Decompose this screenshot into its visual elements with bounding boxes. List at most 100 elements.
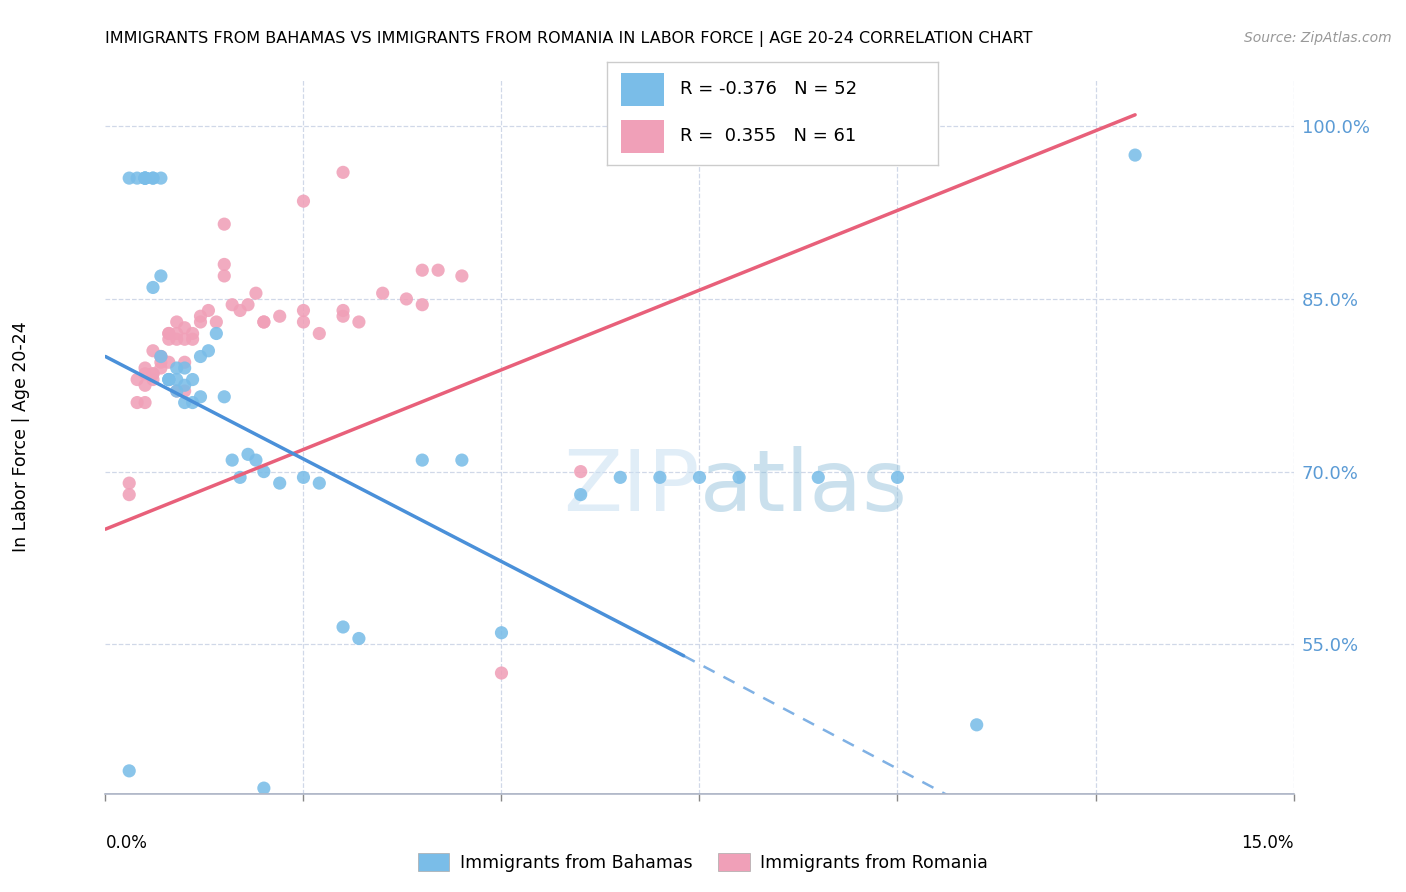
Point	[269, 310, 291, 324]
Point	[190, 310, 212, 324]
Point	[807, 470, 830, 484]
Point	[134, 171, 156, 186]
Point	[134, 361, 156, 376]
Point	[332, 303, 354, 318]
Point	[190, 390, 212, 404]
Point	[292, 303, 315, 318]
Point	[149, 268, 172, 283]
Point	[166, 372, 188, 386]
Point	[166, 332, 188, 346]
Point	[173, 332, 195, 346]
Point	[134, 378, 156, 392]
Point	[127, 171, 149, 186]
Point	[118, 764, 141, 778]
Point	[886, 470, 908, 484]
Point	[253, 315, 276, 329]
Point	[134, 171, 156, 186]
Point	[269, 476, 291, 491]
Point	[214, 268, 236, 283]
Point	[245, 453, 267, 467]
Point	[245, 286, 267, 301]
Point	[214, 390, 236, 404]
Text: R =  0.355   N = 61: R = 0.355 N = 61	[681, 128, 856, 145]
Point	[371, 286, 394, 301]
Point	[166, 315, 188, 329]
Point	[253, 781, 276, 796]
Point	[689, 470, 711, 484]
Point	[166, 361, 188, 376]
Point	[427, 263, 450, 277]
Point	[569, 488, 592, 502]
Point	[149, 355, 172, 369]
Point	[491, 625, 513, 640]
Point	[118, 476, 141, 491]
Point	[253, 465, 276, 479]
Point	[166, 384, 188, 398]
Point	[181, 326, 204, 341]
Point	[197, 343, 219, 358]
Point	[190, 350, 212, 364]
Point	[157, 326, 180, 341]
Point	[118, 488, 141, 502]
Point	[134, 171, 156, 186]
Text: IMMIGRANTS FROM BAHAMAS VS IMMIGRANTS FROM ROMANIA IN LABOR FORCE | AGE 20-24 CO: IMMIGRANTS FROM BAHAMAS VS IMMIGRANTS FR…	[105, 31, 1033, 47]
Point	[292, 194, 315, 208]
Text: ZIP: ZIP	[562, 445, 700, 529]
Point	[157, 372, 180, 386]
Point	[142, 171, 165, 186]
Point	[221, 453, 243, 467]
Point	[966, 718, 988, 732]
Point	[157, 355, 180, 369]
Point	[308, 326, 330, 341]
Point	[173, 361, 195, 376]
Point	[214, 257, 236, 271]
Point	[173, 395, 195, 409]
Point	[395, 292, 418, 306]
Point	[347, 632, 370, 646]
Point	[149, 350, 172, 364]
Point	[127, 395, 149, 409]
Point	[728, 470, 751, 484]
Text: In Labor Force | Age 20-24: In Labor Force | Age 20-24	[13, 322, 30, 552]
Point	[142, 280, 165, 294]
Point	[253, 315, 276, 329]
Point	[134, 395, 156, 409]
Legend: Immigrants from Bahamas, Immigrants from Romania: Immigrants from Bahamas, Immigrants from…	[411, 847, 995, 879]
Point	[142, 367, 165, 381]
Text: Source: ZipAtlas.com: Source: ZipAtlas.com	[1244, 31, 1392, 45]
Point	[134, 367, 156, 381]
Point	[181, 332, 204, 346]
Bar	[620, 120, 664, 153]
Point	[181, 395, 204, 409]
Point	[205, 315, 228, 329]
Point	[142, 343, 165, 358]
Point	[157, 372, 180, 386]
Point	[236, 298, 259, 312]
Point	[149, 350, 172, 364]
Point	[205, 326, 228, 341]
Point	[118, 171, 141, 186]
Point	[491, 666, 513, 681]
Point	[149, 171, 172, 186]
Point	[229, 303, 252, 318]
Point	[411, 298, 433, 312]
Point	[347, 315, 370, 329]
Point	[173, 384, 195, 398]
Point	[332, 165, 354, 179]
Point	[134, 171, 156, 186]
Point	[127, 372, 149, 386]
Point	[157, 326, 180, 341]
Point	[221, 298, 243, 312]
Point	[411, 263, 433, 277]
Point	[411, 453, 433, 467]
Point	[332, 620, 354, 634]
Text: atlas: atlas	[700, 445, 907, 529]
Point	[149, 361, 172, 376]
Point	[166, 326, 188, 341]
Point	[197, 303, 219, 318]
Point	[569, 465, 592, 479]
Point	[173, 378, 195, 392]
Point	[229, 470, 252, 484]
Point	[157, 372, 180, 386]
Point	[236, 447, 259, 461]
